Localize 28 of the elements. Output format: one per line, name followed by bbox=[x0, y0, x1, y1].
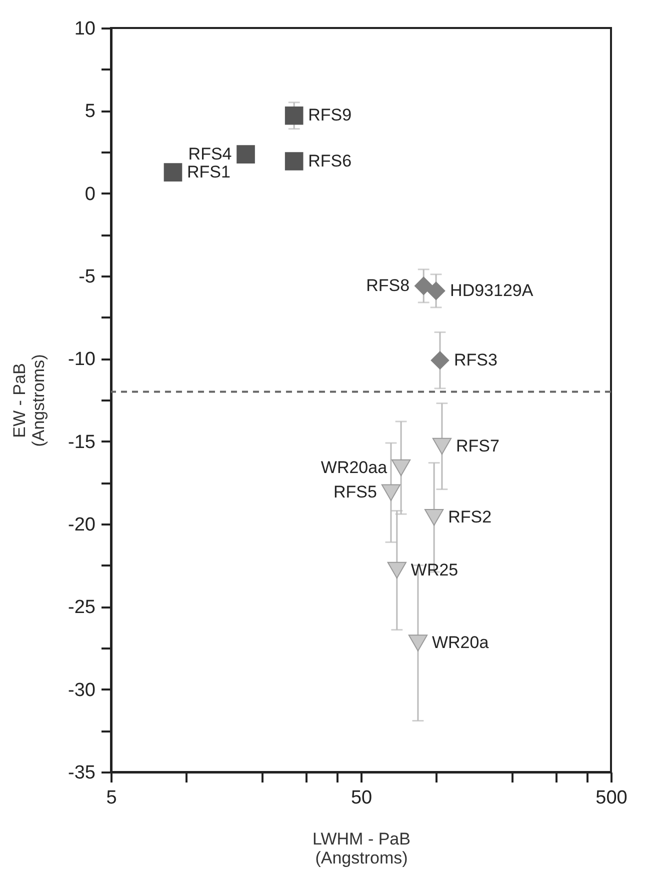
y-tick-label: 10 bbox=[74, 18, 96, 40]
annotation: RFS5 bbox=[334, 482, 377, 502]
y-tick-label: -15 bbox=[68, 432, 96, 453]
x-tick-label: 50 bbox=[350, 788, 372, 808]
y-tick-label: 0 bbox=[84, 184, 96, 205]
annotation: RFS1 bbox=[186, 162, 230, 182]
y-tick-label: -10 bbox=[68, 349, 96, 370]
y-tick-label: -5 bbox=[78, 266, 96, 288]
annotation: WR20aa bbox=[320, 458, 388, 477]
x-tick-label: 5 bbox=[106, 788, 117, 808]
y-axis-title: EW - PaB (Angstroms) bbox=[10, 354, 48, 447]
y-tick-label: -30 bbox=[68, 680, 96, 701]
x-axis-title: LWHM - PaB (Angstroms) bbox=[312, 830, 410, 868]
annotation: RFS9 bbox=[308, 106, 352, 125]
y-tick-label: -35 bbox=[68, 762, 96, 784]
annotation: RFS2 bbox=[448, 507, 492, 526]
annotation: WR20a bbox=[432, 633, 490, 652]
annotation: RFS4 bbox=[188, 144, 232, 164]
annotation: HD93129A bbox=[450, 280, 534, 300]
y-tick-label: -25 bbox=[68, 597, 96, 618]
annotation: RFS8 bbox=[366, 276, 410, 295]
annotation: RFS6 bbox=[308, 151, 352, 170]
y-tick-label: 5 bbox=[84, 101, 96, 122]
annotation: WR25 bbox=[410, 560, 458, 580]
annotation: RFS7 bbox=[456, 436, 500, 456]
x-tick-label: 500 bbox=[596, 788, 628, 808]
y-tick-label: -20 bbox=[68, 514, 96, 536]
annotation: RFS3 bbox=[454, 350, 498, 370]
